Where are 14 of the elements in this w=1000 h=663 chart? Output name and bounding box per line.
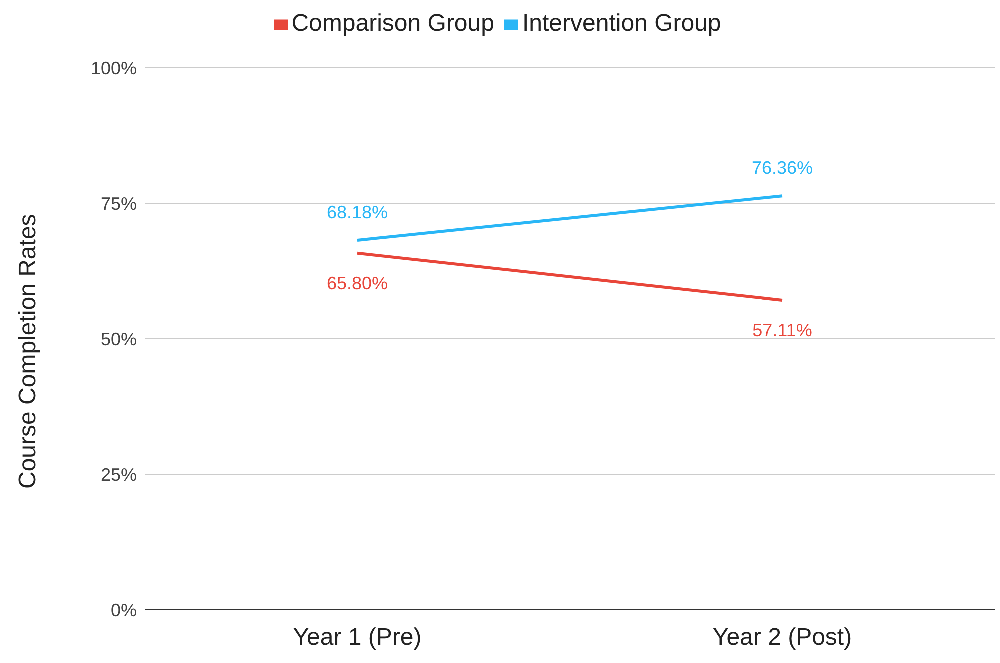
data-label: 76.36% <box>752 158 814 178</box>
data-label: 57.11% <box>752 320 812 340</box>
legend-label: Comparison Group <box>292 10 494 37</box>
data-label: 65.80% <box>326 273 388 294</box>
y-axis-title: Course Completion Rates <box>14 214 42 489</box>
legend-label: Intervention Group <box>522 10 722 37</box>
x-tick-label: Year 2 (Post) <box>712 624 852 652</box>
data-label: 68.18% <box>326 202 388 222</box>
y-tick-label: 0% <box>110 600 137 620</box>
x-tick-label: Year 1 (Pre) <box>293 624 422 652</box>
y-tick-label: 25% <box>100 464 137 485</box>
y-tick-label: 50% <box>100 329 137 350</box>
y-tick-label: 75% <box>100 194 137 214</box>
y-tick-label: 100% <box>90 58 137 78</box>
